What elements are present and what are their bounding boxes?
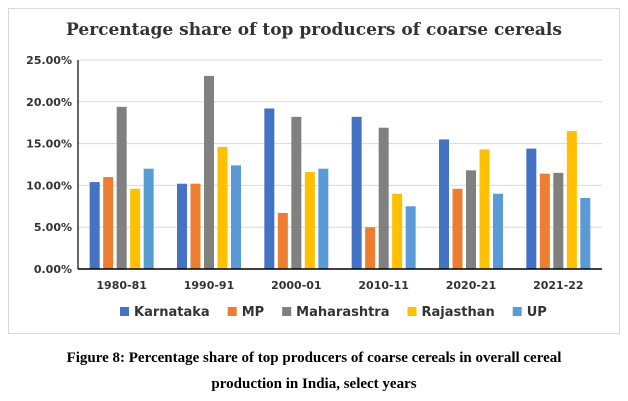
bar-rajasthan-2010-11 [392, 193, 403, 269]
bar-maharashtra-1990-91 [204, 75, 214, 269]
legend-label-maharashtra: Maharashtra [296, 305, 389, 320]
bar-maharashtra-2000-01 [291, 116, 302, 270]
legend-swatch-mp [227, 307, 237, 316]
bar-up-2020-21 [493, 193, 503, 269]
bar-mp-2010-11 [365, 227, 376, 269]
bar-up-1990-91 [231, 165, 241, 269]
bar-up-2021-22 [580, 197, 591, 269]
bar-maharashtra-2020-21 [466, 170, 476, 269]
bar-karnataka-2000-01 [264, 108, 275, 269]
bar-karnataka-2021-22 [526, 148, 537, 269]
legend-swatch-rajasthan [407, 307, 417, 316]
bar-mp-1990-91 [190, 183, 201, 269]
bar-up-1980-81 [143, 168, 154, 269]
bar-up-2000-01 [318, 168, 329, 269]
legend-swatch-karnataka [120, 307, 129, 316]
figure-caption-line2: production in India, select years [211, 376, 417, 392]
x-tick-label: 2021-22 [533, 279, 584, 292]
bar-mp-2021-22 [539, 173, 550, 269]
bar-maharashtra-1980-81 [116, 106, 127, 269]
x-tick-label: 2010-11 [358, 279, 409, 292]
x-tick-label: 1980-81 [96, 279, 147, 292]
x-tick-label: 2000-01 [271, 279, 322, 292]
y-tick-label: 10.00% [26, 179, 72, 192]
legend-label-up: UP [527, 305, 547, 320]
bar-rajasthan-1990-91 [217, 146, 228, 269]
y-tick-label: 20.00% [26, 96, 72, 109]
legend-swatch-maharashtra [282, 307, 292, 316]
bar-rajasthan-1980-81 [130, 188, 141, 269]
legend-label-rajasthan: Rajasthan [421, 305, 494, 320]
x-tick-label: 1990-91 [184, 279, 235, 292]
legend-swatch-up [512, 307, 522, 316]
bar-karnataka-2020-21 [439, 139, 449, 269]
legend-label-karnataka: Karnataka [134, 305, 210, 320]
chart-title: Percentage share of top producers of coa… [66, 20, 562, 40]
bar-rajasthan-2021-22 [566, 131, 577, 269]
bar-karnataka-1990-91 [177, 183, 187, 269]
bar-up-2010-11 [405, 206, 416, 269]
bar-maharashtra-2021-22 [553, 172, 564, 269]
y-tick-label: 0.00% [34, 263, 72, 276]
y-tick-label: 15.00% [26, 138, 72, 151]
y-tick-label: 25.00% [26, 54, 72, 67]
bar-maharashtra-2010-11 [378, 127, 389, 269]
bar-mp-2000-01 [277, 212, 288, 269]
x-tick-label: 2020-21 [446, 279, 497, 292]
bar-karnataka-2010-11 [351, 116, 362, 270]
figure-caption-line1: Figure 8: Percentage share of top produc… [66, 350, 562, 366]
bar-rajasthan-2020-21 [479, 149, 490, 269]
bar-mp-2020-21 [452, 188, 463, 269]
bar-chart: 0.00% 5.00% 10.00% 15.00% 20.00% 25.00% 1980-8… [26, 54, 602, 320]
chart-card [8, 8, 620, 334]
y-tick-label: 5.00% [34, 221, 72, 234]
bar-mp-1980-81 [103, 177, 114, 269]
legend-label-mp: MP [242, 305, 264, 320]
bar-rajasthan-2000-01 [304, 172, 315, 269]
bar-karnataka-1980-81 [89, 182, 100, 269]
